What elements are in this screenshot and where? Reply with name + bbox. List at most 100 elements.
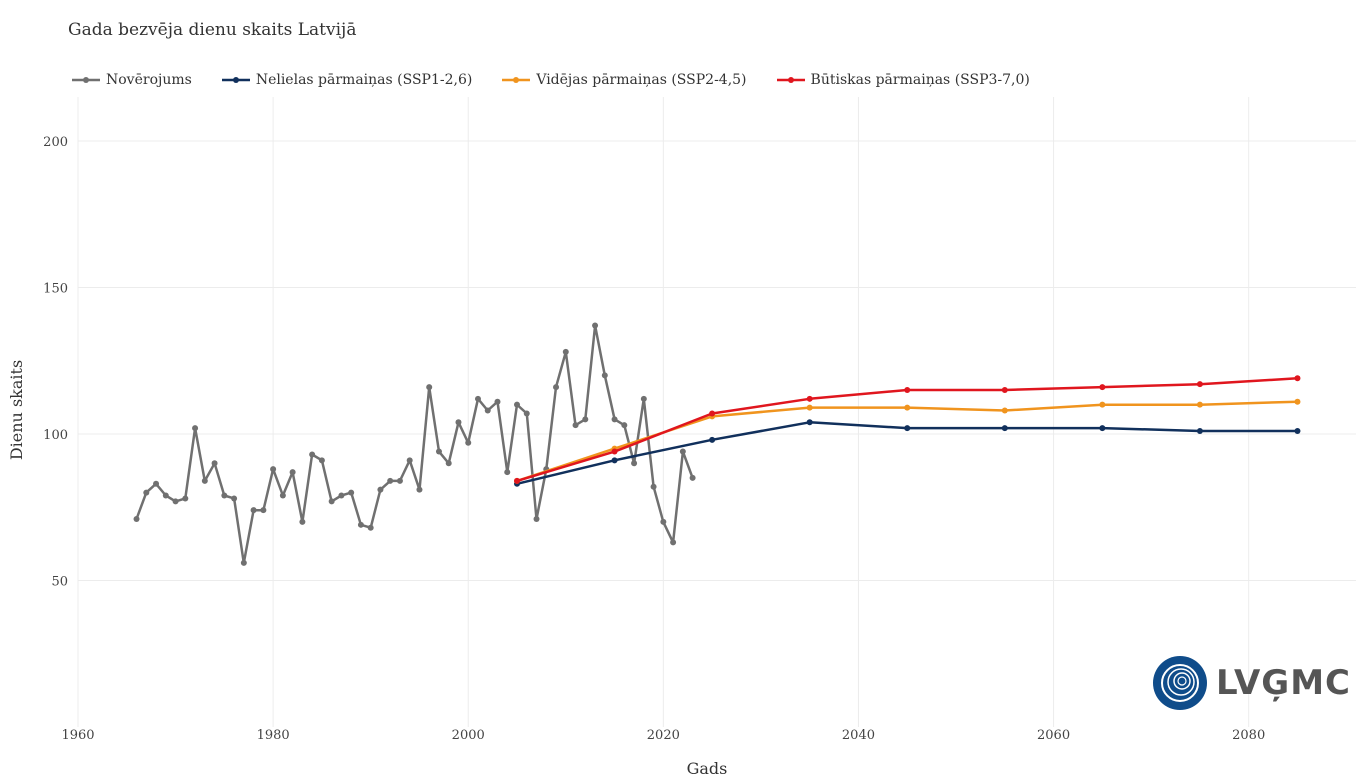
data-point[interactable] (338, 492, 345, 499)
data-point[interactable] (474, 395, 481, 402)
data-point[interactable] (523, 410, 530, 417)
series-layer (133, 322, 1301, 566)
data-point[interactable] (270, 466, 277, 473)
data-point[interactable] (231, 495, 238, 502)
data-point[interactable] (1196, 428, 1203, 435)
x-tick-label: 2080 (1232, 728, 1265, 743)
legend-swatch-ssp126 (221, 77, 250, 83)
data-point[interactable] (279, 492, 286, 499)
data-point[interactable] (670, 539, 677, 546)
data-point[interactable] (631, 460, 638, 467)
data-point[interactable] (192, 425, 199, 432)
data-point[interactable] (611, 416, 618, 423)
data-point[interactable] (260, 507, 267, 514)
data-point[interactable] (309, 451, 316, 458)
data-point[interactable] (201, 477, 208, 484)
data-point[interactable] (660, 518, 667, 525)
legend-item-ssp126[interactable]: Nelielas pārmaiņas (SSP1-2,6) (221, 72, 473, 88)
data-point[interactable] (1001, 407, 1008, 414)
data-point[interactable] (601, 372, 608, 379)
data-point[interactable] (289, 469, 296, 476)
data-point[interactable] (211, 460, 218, 467)
data-point[interactable] (377, 486, 384, 493)
data-point[interactable] (318, 457, 325, 464)
data-point[interactable] (465, 439, 472, 446)
series-3 (514, 375, 1301, 484)
data-point[interactable] (1196, 401, 1203, 408)
data-point[interactable] (1294, 398, 1301, 405)
data-point[interactable] (504, 469, 511, 476)
data-point[interactable] (396, 477, 403, 484)
data-point[interactable] (904, 425, 911, 432)
data-point[interactable] (1196, 381, 1203, 388)
data-point[interactable] (689, 474, 696, 481)
data-point[interactable] (221, 492, 228, 499)
data-point[interactable] (250, 507, 257, 514)
data-point[interactable] (1294, 428, 1301, 435)
x-tick-label: 1960 (61, 728, 94, 743)
data-point[interactable] (367, 524, 374, 531)
y-tick-label: 100 (43, 428, 68, 443)
legend-item-observation[interactable]: Novērojums (72, 72, 192, 88)
data-point[interactable] (406, 457, 413, 464)
data-point[interactable] (435, 448, 442, 455)
x-tick-label: 2020 (647, 728, 680, 743)
series-line-0 (135, 324, 694, 565)
data-point[interactable] (562, 348, 569, 355)
data-point[interactable] (1001, 387, 1008, 394)
data-point[interactable] (182, 495, 189, 502)
data-point[interactable] (904, 387, 911, 394)
legend-swatch-ssp245 (502, 77, 531, 83)
data-point[interactable] (445, 460, 452, 467)
data-point[interactable] (143, 489, 150, 496)
data-point[interactable] (455, 419, 462, 426)
data-point[interactable] (533, 515, 540, 522)
data-point[interactable] (621, 422, 628, 429)
data-point[interactable] (709, 436, 716, 443)
data-point[interactable] (1294, 375, 1301, 382)
logo-text: LVĢMC (1216, 663, 1351, 703)
data-point[interactable] (572, 422, 579, 429)
legend-label-ssp245: Vidējas pārmaiņas (SSP2-4,5) (536, 72, 747, 88)
data-point[interactable] (172, 498, 179, 505)
data-point[interactable] (162, 492, 169, 499)
data-point[interactable] (426, 384, 433, 391)
data-point[interactable] (328, 498, 335, 505)
data-point[interactable] (1099, 401, 1106, 408)
data-point[interactable] (299, 518, 306, 525)
series-line-1 (516, 421, 1298, 486)
data-point[interactable] (494, 398, 501, 405)
data-point[interactable] (709, 410, 716, 417)
data-point[interactable] (592, 322, 599, 329)
data-point[interactable] (484, 407, 491, 414)
data-point[interactable] (806, 404, 813, 411)
data-point[interactable] (348, 489, 355, 496)
data-point[interactable] (806, 419, 813, 426)
legend-item-ssp370[interactable]: Būtiskas pārmaiņas (SSP3-7,0) (776, 72, 1030, 88)
data-point[interactable] (133, 515, 140, 522)
legend-item-ssp245[interactable]: Vidējas pārmaiņas (SSP2-4,5) (502, 72, 747, 88)
data-point[interactable] (514, 401, 521, 408)
data-point[interactable] (514, 477, 521, 484)
data-point[interactable] (679, 448, 686, 455)
axis-ticks: 1960 1980 2000 2020 2040 2060 2080 50 100 150 200 (43, 135, 1265, 743)
data-point[interactable] (240, 559, 247, 566)
data-point[interactable] (416, 486, 423, 493)
data-point[interactable] (806, 395, 813, 402)
data-point[interactable] (611, 448, 618, 455)
data-point[interactable] (357, 521, 364, 528)
data-point[interactable] (650, 483, 657, 490)
data-point[interactable] (904, 404, 911, 411)
data-point[interactable] (640, 395, 647, 402)
data-point[interactable] (553, 384, 560, 391)
data-point[interactable] (153, 480, 160, 487)
data-point[interactable] (1099, 384, 1106, 391)
data-point[interactable] (1001, 425, 1008, 432)
x-tick-label: 2000 (452, 728, 485, 743)
data-point[interactable] (582, 416, 589, 423)
data-point[interactable] (611, 457, 618, 464)
data-point[interactable] (387, 477, 394, 484)
legend-swatch-observation (72, 77, 100, 83)
data-point[interactable] (1099, 425, 1106, 432)
legend-label-ssp126: Nelielas pārmaiņas (SSP1-2,6) (255, 72, 473, 88)
